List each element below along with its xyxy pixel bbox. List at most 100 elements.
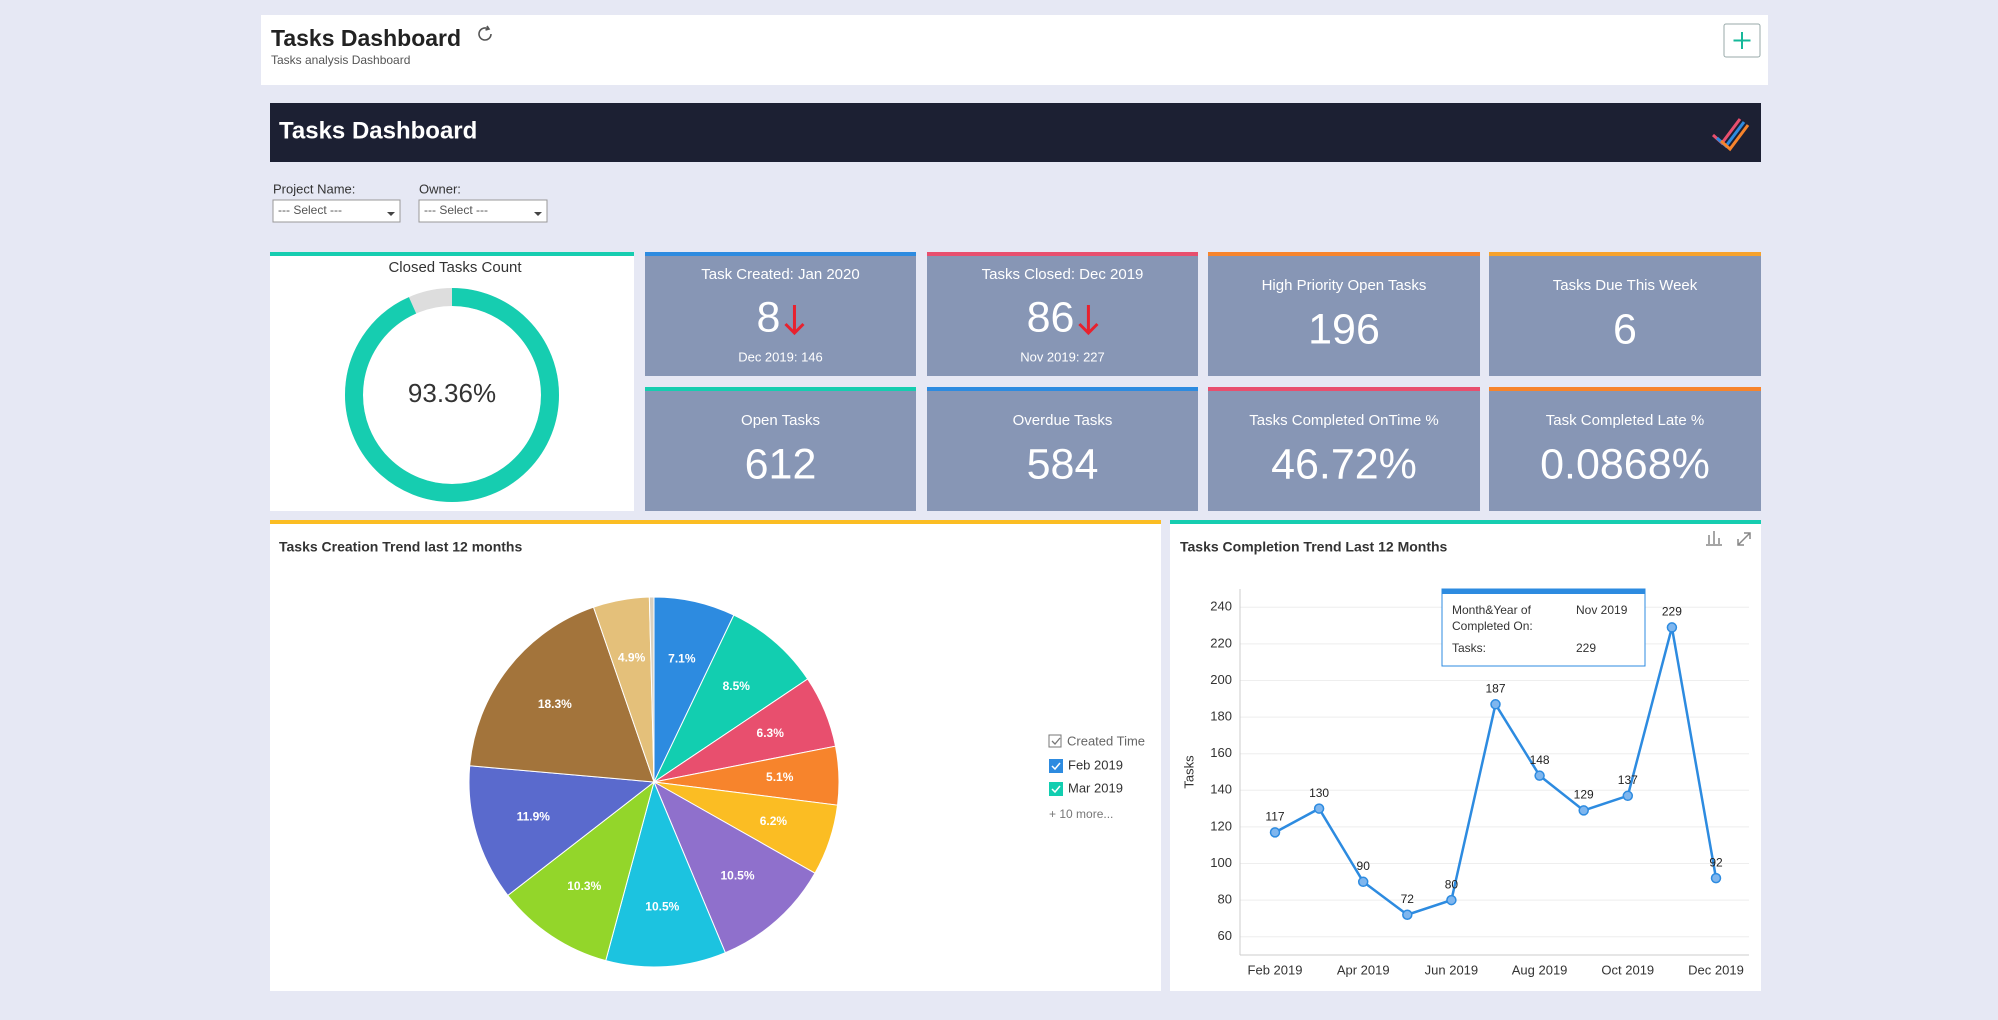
y-tick-label: 60 <box>1218 928 1232 943</box>
tooltip-key-line: Month&Year of <box>1452 603 1532 617</box>
dropdown-arrow <box>534 212 542 216</box>
data-label: 72 <box>1401 892 1415 906</box>
tooltip-bar <box>1442 589 1645 594</box>
point[interactable] <box>1446 894 1457 906</box>
y-tick-label: 100 <box>1210 855 1232 870</box>
data-label: 129 <box>1574 788 1594 802</box>
slice-label: 6.3% <box>757 726 785 740</box>
legend-more[interactable]: + 10 more... <box>1049 807 1113 821</box>
y-tick-label: 140 <box>1210 782 1232 797</box>
x-tick-label: Oct 2019 <box>1601 962 1654 977</box>
kpi-title: Overdue Tasks <box>1013 412 1113 429</box>
y-tick-label: 240 <box>1210 599 1232 614</box>
data-label: 229 <box>1662 605 1682 619</box>
point[interactable] <box>1402 909 1413 920</box>
data-label: 137 <box>1618 773 1638 787</box>
header-subtitle: Tasks analysis Dashboard <box>271 53 410 67</box>
y-tick-label: 180 <box>1210 709 1232 724</box>
kpi-title: Open Tasks <box>741 412 820 429</box>
filter-label: Project Name: <box>273 181 355 196</box>
kpi-card <box>1489 387 1761 511</box>
point[interactable] <box>1313 803 1325 814</box>
donut-value: 93.36% <box>408 378 496 408</box>
kpi-accent <box>927 252 1198 256</box>
legend-checkbox <box>1048 734 1062 748</box>
pie-slice <box>652 780 816 954</box>
pie-slice <box>605 780 726 968</box>
banner-title: Tasks Dashboard <box>279 117 477 144</box>
data-label: 90 <box>1357 859 1371 873</box>
chart-type-icon[interactable] <box>1706 531 1722 546</box>
refresh-icon[interactable] <box>478 25 492 41</box>
filter-select[interactable] <box>418 199 548 223</box>
kpi-accent <box>927 387 1198 391</box>
down-arrow <box>784 305 805 336</box>
kpi-sub: Dec 2019: 146 <box>738 349 823 364</box>
kpi-title: High Priority Open Tasks <box>1262 277 1427 294</box>
card-accent <box>270 520 1161 524</box>
point[interactable] <box>1710 872 1722 884</box>
pie-slice <box>507 780 655 962</box>
kpi-title: Task Created: Jan 2020 <box>701 266 859 283</box>
slice-label: 5.1% <box>766 770 794 784</box>
donut-title: Closed Tasks Count <box>388 259 522 276</box>
kpi-value: 0.0868% <box>1540 440 1710 488</box>
kpi-value: 46.72% <box>1271 440 1417 488</box>
kpi-value: 196 <box>1308 305 1380 353</box>
slice-label: 10.3% <box>567 879 601 893</box>
pie-slice <box>468 765 656 897</box>
kpi-title: Tasks Completed OnTime % <box>1249 412 1439 429</box>
data-label: 130 <box>1309 786 1329 800</box>
expand-icon[interactable] <box>1737 532 1751 546</box>
header <box>261 15 1768 85</box>
slice-label: 10.5% <box>720 868 754 882</box>
legend-swatch[interactable] <box>1049 782 1063 796</box>
filter-placeholder: --- Select --- <box>278 203 342 217</box>
data-label: 187 <box>1485 681 1505 695</box>
x-tick-label: Jun 2019 <box>1425 962 1479 977</box>
tooltip-value: Nov 2019 <box>1576 603 1628 617</box>
kpi-value: 6 <box>1613 305 1637 353</box>
y-tick-label: 120 <box>1210 818 1232 833</box>
add-button[interactable] <box>1723 23 1761 58</box>
donut-arc <box>345 288 559 502</box>
legend-swatch[interactable] <box>1049 759 1063 773</box>
point[interactable] <box>1622 790 1634 802</box>
y-tick-label: 200 <box>1210 672 1232 687</box>
kpi-accent <box>1489 387 1761 391</box>
kpi-card <box>645 387 916 511</box>
banner <box>270 103 1761 162</box>
kpi-card <box>1208 252 1480 376</box>
point[interactable] <box>1534 770 1545 781</box>
data-label: 148 <box>1530 753 1550 767</box>
card-accent <box>270 252 634 256</box>
point[interactable] <box>1578 805 1589 816</box>
down-arrow <box>1078 305 1099 336</box>
slice-label: 10.5% <box>645 900 679 914</box>
kpi-accent <box>645 387 916 391</box>
y-tick-label: 220 <box>1210 635 1232 650</box>
tooltip-key-line: Completed On: <box>1452 619 1533 633</box>
x-tick-label: Feb 2019 <box>1248 962 1303 977</box>
point[interactable] <box>1490 699 1501 710</box>
x-tick-label: Dec 2019 <box>1688 962 1744 977</box>
kpi-accent <box>1489 252 1761 256</box>
y-tick-label: 160 <box>1210 745 1232 760</box>
check <box>1051 762 1061 771</box>
point[interactable] <box>1666 622 1678 633</box>
data-label: 117 <box>1265 810 1284 824</box>
legend-label: Mar 2019 <box>1068 780 1123 795</box>
y-axis-label: Tasks <box>1181 755 1196 789</box>
pie-slice <box>652 614 809 784</box>
slice-label: 11.9% <box>517 810 551 824</box>
pie-slice <box>648 596 655 783</box>
dropdown-arrow <box>387 212 395 216</box>
line-title: Tasks Completion Trend Last 12 Months <box>1180 539 1448 555</box>
tooltip-key: Tasks: <box>1452 641 1486 655</box>
filter-select[interactable] <box>272 199 401 223</box>
point[interactable] <box>1269 827 1281 838</box>
point[interactable] <box>1357 876 1369 888</box>
kpi-card <box>1208 387 1480 511</box>
